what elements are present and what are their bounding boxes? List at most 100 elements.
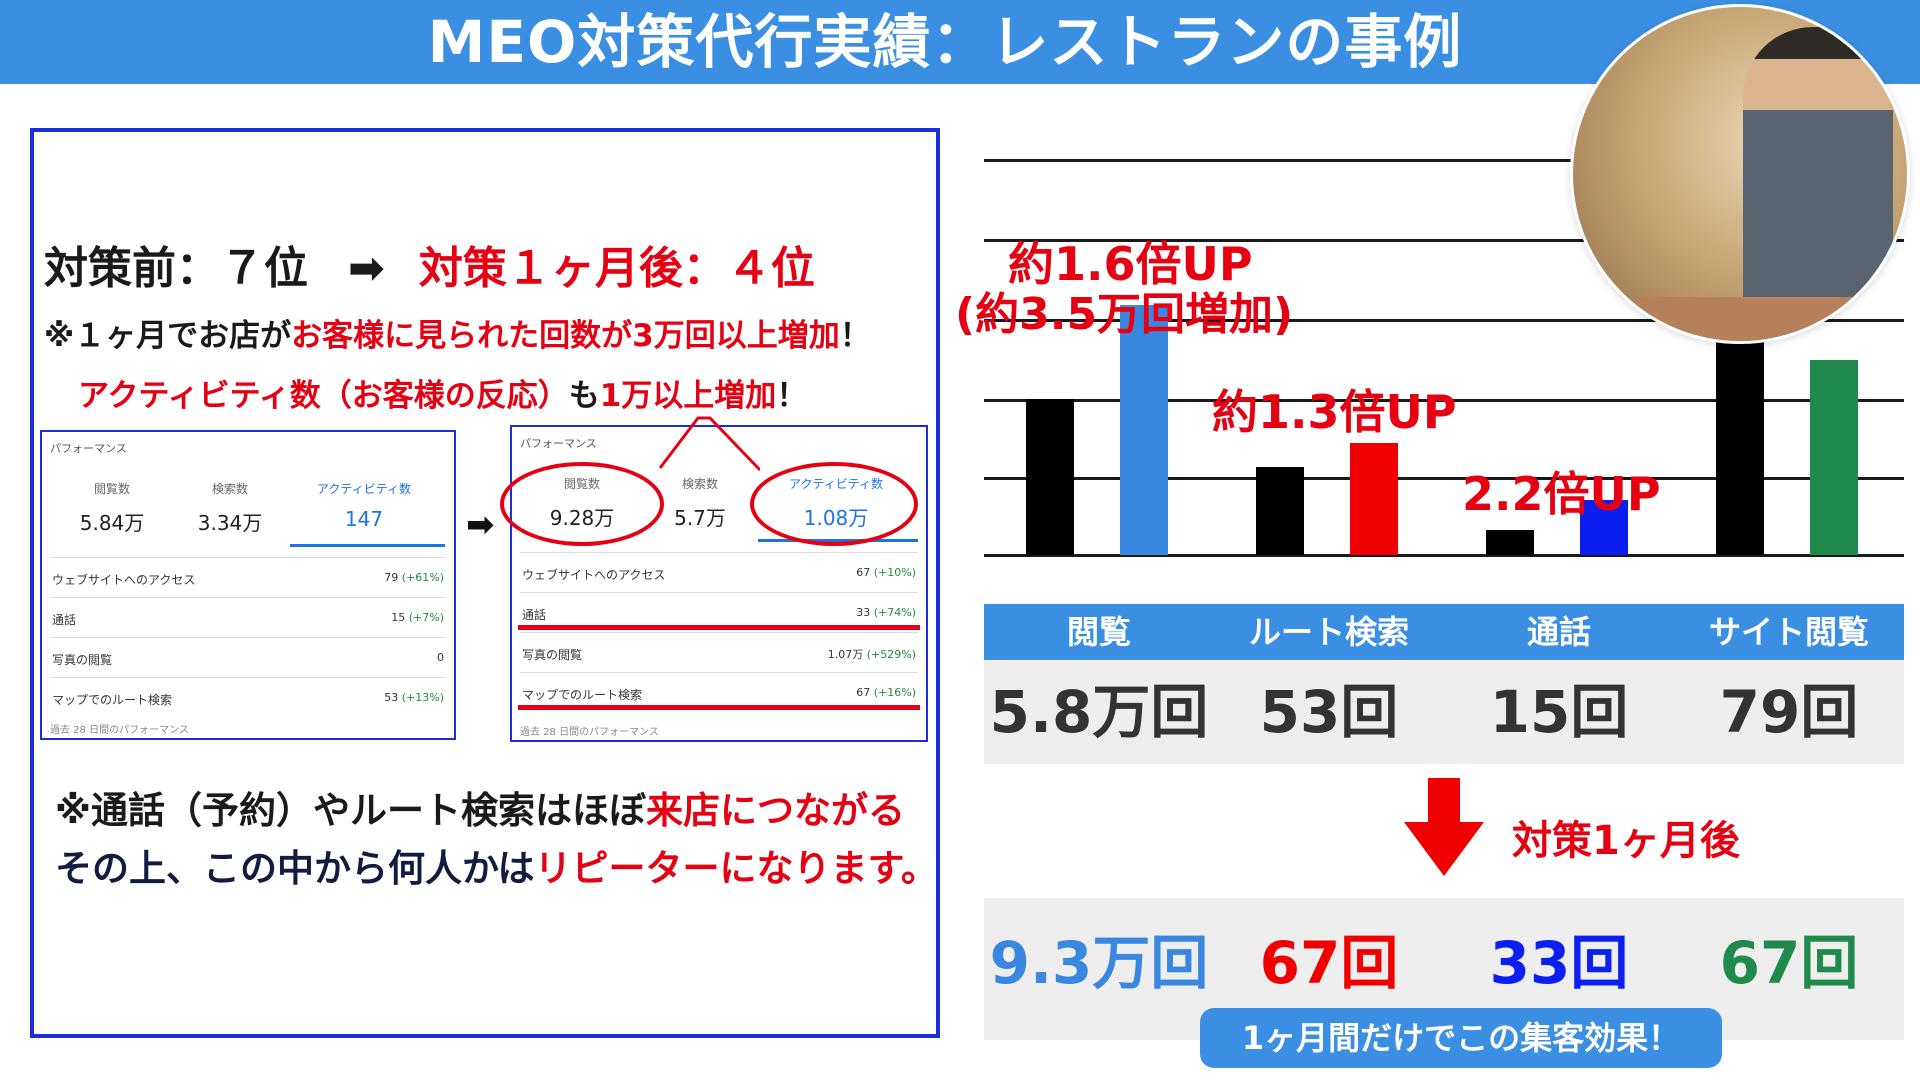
active-tab-underline xyxy=(290,544,445,547)
bar-before-2 xyxy=(1486,530,1534,555)
note-activity-d: ！ xyxy=(776,378,808,414)
bar-before-1 xyxy=(1256,467,1304,555)
grid-line xyxy=(984,239,1904,242)
bottom-note-1-text: ※通話（予約）やルート検索はほぼ xyxy=(55,789,646,832)
bottom-note-2-text: その上、この中から何人かは xyxy=(55,847,535,890)
ranking-headline: 対策前：７位 ➡ 対策１ヶ月後：４位 xyxy=(44,232,924,296)
stat-label: 検索数 xyxy=(681,477,718,491)
row-label: 写真の閲覧 xyxy=(52,653,113,667)
callout-lines xyxy=(658,416,760,472)
header-views: 閲覧 xyxy=(1066,613,1131,651)
after-label: 対策1ヶ月後 xyxy=(1512,818,1740,864)
header-route: ルート検索 xyxy=(1248,613,1409,651)
highlight-circle-views xyxy=(500,462,664,546)
row-value: 67 (+16%) xyxy=(856,686,916,699)
card-footer: 過去 28 日間のパフォーマンス xyxy=(520,727,659,738)
stat-value: 3.34万 xyxy=(197,511,263,535)
note-activity-a: アクティビティ数（お客様の反応） xyxy=(78,378,569,414)
arrow-right-icon: ➡ xyxy=(466,505,495,545)
restaurant-photo xyxy=(1570,4,1910,344)
highlight-circle-activity xyxy=(750,462,918,546)
row-label: マップでのルート検索 xyxy=(522,688,643,702)
bottom-note-2: その上、この中から何人かはリピーターになります。 xyxy=(55,838,938,892)
card-title: パフォーマンス xyxy=(50,442,127,455)
row-value: 53 (+13%) xyxy=(384,691,444,704)
highlight-underline xyxy=(518,625,920,630)
grid-line xyxy=(984,554,1904,557)
stat-value: 147 xyxy=(344,507,384,531)
note-activity-b: も xyxy=(568,378,600,414)
table-row: 写真の閲覧 0 xyxy=(50,637,446,677)
comparison-bar-chart xyxy=(984,150,1904,560)
note-views-highlight: お客様に見られた回数が3万回以上増加 xyxy=(291,318,840,354)
row-label: 通話 xyxy=(522,608,547,622)
table-row: 通話 33 (+74%) xyxy=(518,592,920,632)
bottom-note-2-highlight: リピーターになります。 xyxy=(534,847,938,890)
grid-line xyxy=(984,159,1904,162)
metrics-before-row xyxy=(984,660,1904,764)
before-call: 15回 xyxy=(1489,678,1629,746)
row-label: 通話 xyxy=(52,613,77,627)
header-site: サイト閲覧 xyxy=(1708,613,1869,651)
after-route: 67回 xyxy=(1259,929,1399,997)
row-value: 67 (+10%) xyxy=(856,566,916,579)
table-row: マップでのルート検索 67 (+16%) xyxy=(518,672,920,712)
table-row: ウェブサイトへのアクセス 67 (+10%) xyxy=(520,552,918,592)
before-views: 5.8万回 xyxy=(989,678,1209,746)
page-title: MEO対策代行実績：レストランの事例 xyxy=(427,8,1463,76)
table-row: 通話 15 (+7%) xyxy=(50,597,446,637)
card-footer: 過去 28 日間のパフォーマンス xyxy=(50,725,189,736)
stat-label: アクティビティ数 xyxy=(317,482,411,496)
bar-before-3 xyxy=(1716,325,1764,555)
stat-activity: アクティビティ数 147 xyxy=(286,480,442,531)
bar-after-3 xyxy=(1810,360,1858,555)
annotation-views: 約1.6倍UP xyxy=(1008,237,1253,291)
table-row: ウェブサイトへのアクセス 79 (+61%) xyxy=(50,557,446,597)
before-route: 53回 xyxy=(1259,678,1399,746)
title-banner xyxy=(0,0,1920,84)
header-call: 通話 xyxy=(1526,613,1591,651)
card-title: パフォーマンス xyxy=(520,437,597,450)
bar-after-0 xyxy=(1120,305,1168,555)
after-call: 33回 xyxy=(1489,929,1629,997)
bottom-note-1: ※通話（予約）やルート検索はほぼ来店につながる xyxy=(55,780,905,834)
annotation-views-sub: (約3.5万回増加) xyxy=(955,289,1294,340)
stat-views: 閲覧数 5.84万 xyxy=(52,480,172,536)
row-value: 33 (+74%) xyxy=(856,606,916,619)
grid-line xyxy=(984,399,1904,402)
annotation-call: 2.2倍UP xyxy=(1462,467,1661,521)
staff-figure xyxy=(1743,27,1893,341)
stat-searches: 検索数 3.34万 xyxy=(170,480,290,536)
rank-before: 対策前：７位 xyxy=(44,243,308,294)
row-label: マップでのルート検索 xyxy=(52,693,173,707)
left-panel xyxy=(30,128,940,1038)
row-label: 写真の閲覧 xyxy=(522,648,583,662)
stat-label: 閲覧数 xyxy=(93,482,130,496)
row-value: 0 xyxy=(437,651,444,664)
highlight-underline xyxy=(518,705,920,710)
before-site: 79回 xyxy=(1719,678,1859,746)
bar-after-1 xyxy=(1350,443,1398,555)
grid-line xyxy=(984,319,1904,322)
rank-after: 対策１ヶ月後：４位 xyxy=(418,243,815,294)
row-label: ウェブサイトへのアクセス xyxy=(522,568,666,582)
effect-pill: 1ヶ月間だけでこの集客効果！ xyxy=(1200,1008,1722,1068)
stat-value: 5.84万 xyxy=(79,511,145,535)
note-views-suffix: ！ xyxy=(839,318,871,354)
stat-searches: 検索数 5.7万 xyxy=(640,475,760,531)
note-views-prefix: ※１ヶ月でお店が xyxy=(44,318,292,354)
table-row: マップでのルート検索 53 (+13%) xyxy=(50,677,446,717)
arrow-right-icon: ➡ xyxy=(348,243,385,294)
stat-value: 5.7万 xyxy=(674,506,726,530)
stat-label: 検索数 xyxy=(211,482,248,496)
after-views: 9.3万回 xyxy=(989,929,1209,997)
note-activity: アクティビティ数（お客様の反応）も1万以上増加！ xyxy=(78,370,807,415)
row-label: ウェブサイトへのアクセス xyxy=(52,573,196,587)
row-value: 1.07万 (+529%) xyxy=(827,648,916,661)
performance-card-before: パフォーマンス 閲覧数 5.84万 検索数 3.34万 アクティビティ数 147… xyxy=(40,430,456,740)
note-activity-c: 1万以上増加 xyxy=(599,378,777,414)
grid-line xyxy=(984,477,1904,480)
row-value: 15 (+7%) xyxy=(391,611,444,624)
note-views: ※１ヶ月でお店がお客様に見られた回数が3万回以上増加！ xyxy=(44,310,871,355)
metrics-table-header xyxy=(984,604,1904,660)
